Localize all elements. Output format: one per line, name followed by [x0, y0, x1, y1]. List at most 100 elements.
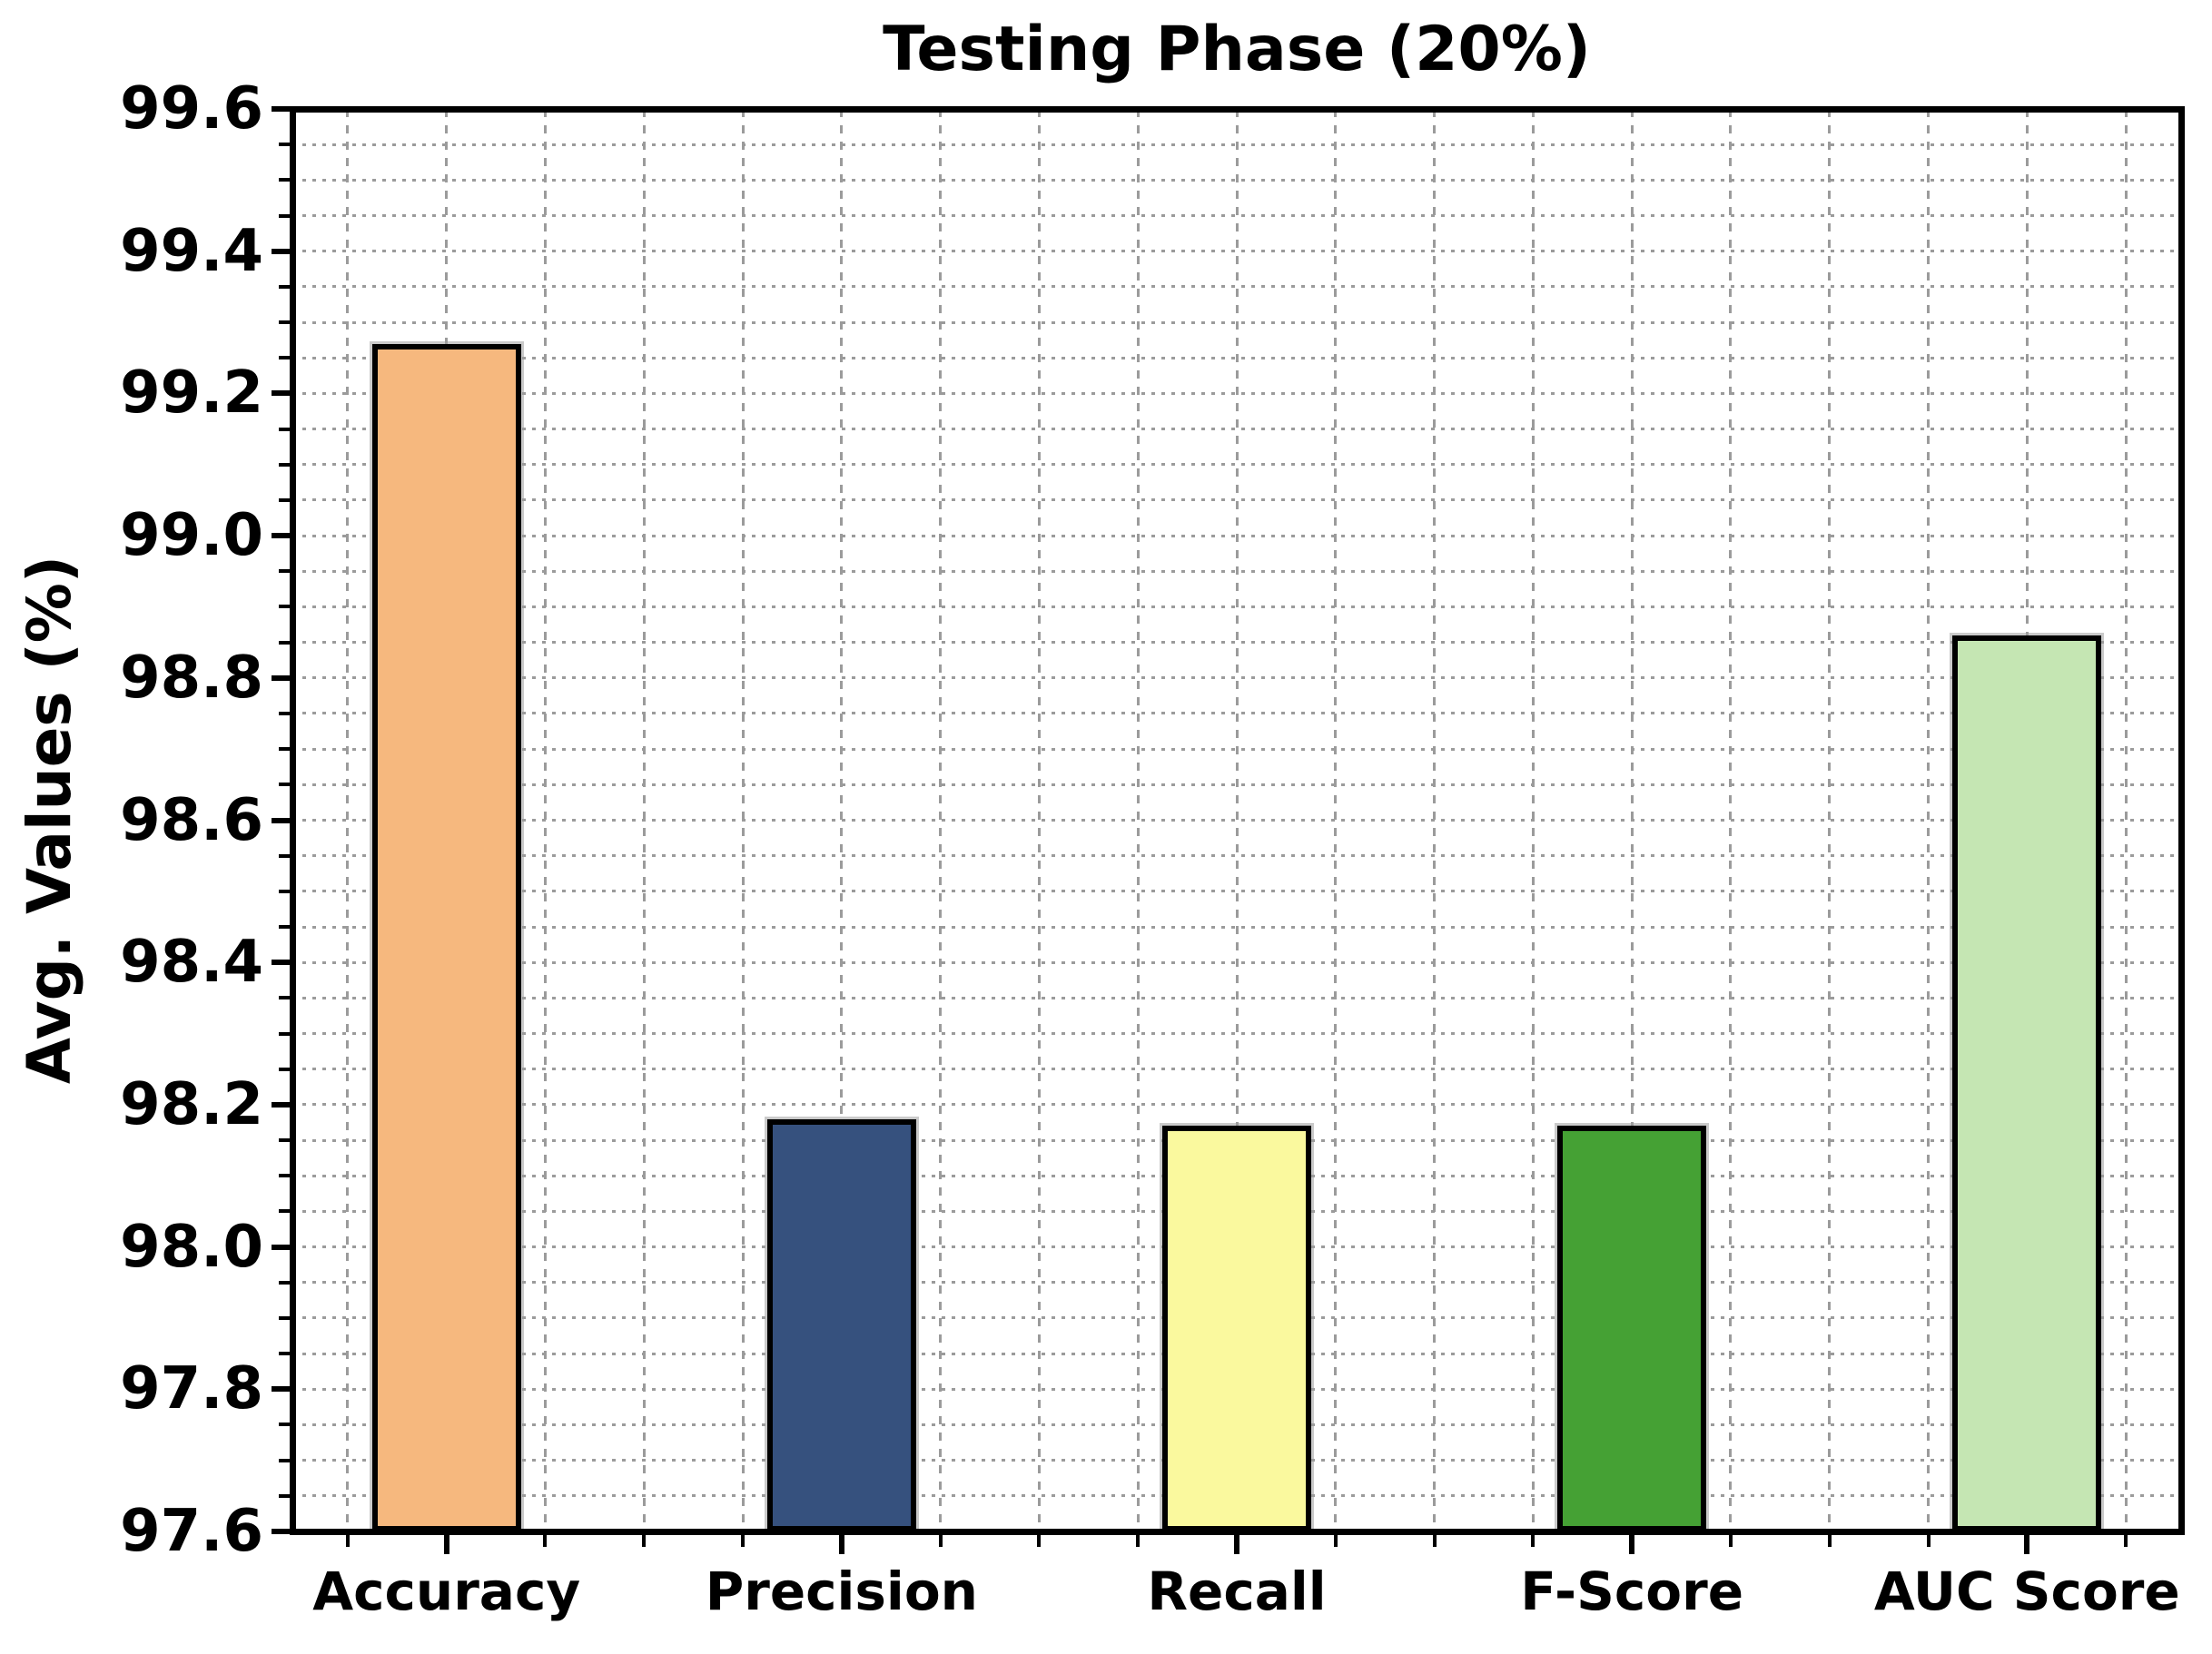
y-major-tick: [271, 960, 290, 966]
gridline-vertical: [346, 109, 350, 1531]
y-tick-label: 97.6: [120, 1498, 263, 1565]
y-tick-label: 97.8: [120, 1355, 263, 1423]
x-minor-tick: [1432, 1534, 1437, 1547]
y-minor-tick: [278, 1174, 290, 1178]
y-tick-label: 98.6: [120, 786, 263, 854]
y-minor-tick: [278, 569, 290, 574]
x-tick-label: Precision: [705, 1560, 978, 1622]
x-tick-label: Recall: [1147, 1560, 1327, 1622]
y-minor-tick: [278, 1209, 290, 1214]
x-minor-tick: [345, 1534, 350, 1547]
right-spine: [2177, 105, 2185, 1535]
gridline-vertical: [741, 109, 745, 1531]
gridline-vertical: [1433, 109, 1437, 1531]
x-major-tick: [1234, 1534, 1239, 1554]
gridline-vertical: [1037, 109, 1041, 1531]
y-minor-tick: [278, 1031, 290, 1036]
y-tick-label: 98.2: [120, 1070, 263, 1138]
y-tick-label: 99.2: [120, 359, 263, 428]
gridline-vertical: [840, 109, 844, 1531]
y-minor-tick: [278, 178, 290, 182]
gridline-vertical: [642, 109, 646, 1531]
y-major-tick: [271, 817, 290, 823]
gridline-vertical: [1136, 109, 1140, 1531]
x-minor-tick: [1827, 1534, 1832, 1547]
y-minor-tick: [278, 284, 290, 289]
gridline-vertical: [1531, 109, 1535, 1531]
y-tick-label: 99.4: [120, 217, 263, 285]
y-minor-tick: [278, 356, 290, 360]
y-major-tick: [271, 1244, 290, 1250]
y-minor-tick: [278, 320, 290, 325]
y-minor-tick: [278, 1315, 290, 1320]
y-tick-label: 99.0: [120, 502, 263, 570]
gridline-vertical: [1334, 109, 1338, 1531]
y-minor-tick: [278, 427, 290, 431]
y-minor-tick: [278, 1280, 290, 1285]
x-tick-label: AUC Score: [1873, 1560, 2180, 1622]
bar-accuracy: [371, 343, 521, 1531]
y-minor-tick: [278, 1458, 290, 1462]
y-tick-label: 98.8: [120, 644, 263, 712]
gridline-vertical: [1630, 109, 1634, 1531]
y-major-tick: [271, 533, 290, 539]
x-major-tick: [1629, 1534, 1635, 1554]
gridline-vertical: [939, 109, 943, 1531]
y-minor-tick: [278, 462, 290, 467]
y-minor-tick: [278, 1067, 290, 1071]
y-major-tick: [271, 1101, 290, 1108]
x-minor-tick: [1037, 1534, 1042, 1547]
y-tick-label: 98.0: [120, 1213, 263, 1281]
x-tick-label: F-Score: [1520, 1560, 1744, 1622]
gridline-vertical: [543, 109, 547, 1531]
bar-auc-score: [1952, 635, 2102, 1531]
x-minor-tick: [1531, 1534, 1536, 1547]
y-minor-tick: [278, 1423, 290, 1427]
y-minor-tick: [278, 640, 290, 645]
y-major-tick: [271, 1529, 290, 1534]
gridline-vertical: [1235, 109, 1239, 1531]
y-minor-tick: [278, 853, 290, 858]
x-minor-tick: [543, 1534, 548, 1547]
gridline-vertical: [2124, 109, 2128, 1531]
y-minor-tick: [278, 783, 290, 787]
x-minor-tick: [2124, 1534, 2128, 1547]
gridline-vertical: [1729, 109, 1733, 1531]
x-major-tick: [838, 1534, 844, 1554]
bar-f-score: [1557, 1126, 1707, 1531]
bar-precision: [766, 1118, 916, 1531]
y-minor-tick: [278, 925, 290, 930]
y-minor-tick: [278, 605, 290, 609]
y-minor-tick: [278, 1493, 290, 1498]
x-minor-tick: [938, 1534, 943, 1547]
y-major-tick: [271, 390, 290, 397]
y-minor-tick: [278, 497, 290, 502]
y-minor-tick: [278, 889, 290, 893]
y-minor-tick: [278, 747, 290, 752]
y-major-tick: [271, 106, 290, 112]
bar-recall: [1161, 1126, 1312, 1531]
y-minor-tick: [278, 1138, 290, 1143]
y-tick-label: 99.6: [120, 75, 263, 143]
x-minor-tick: [642, 1534, 647, 1547]
y-minor-tick: [278, 1352, 290, 1356]
y-major-tick: [271, 248, 290, 254]
chart-title: Testing Phase (20%): [883, 14, 1591, 85]
bottom-spine: [289, 1528, 2185, 1535]
x-major-tick: [443, 1534, 449, 1554]
y-minor-tick: [278, 996, 290, 1000]
y-tick-label: 98.4: [120, 929, 263, 997]
x-minor-tick: [1728, 1534, 1733, 1547]
gridline-vertical: [1828, 109, 1832, 1531]
x-minor-tick: [741, 1534, 746, 1547]
y-major-tick: [271, 1386, 290, 1393]
left-spine: [289, 105, 296, 1535]
y-minor-tick: [278, 711, 290, 715]
x-minor-tick: [1926, 1534, 1931, 1547]
plot-area: [292, 109, 2181, 1531]
y-minor-tick: [278, 143, 290, 147]
x-tick-label: Accuracy: [312, 1560, 581, 1622]
gridline-vertical: [1927, 109, 1930, 1531]
x-major-tick: [2024, 1534, 2030, 1554]
